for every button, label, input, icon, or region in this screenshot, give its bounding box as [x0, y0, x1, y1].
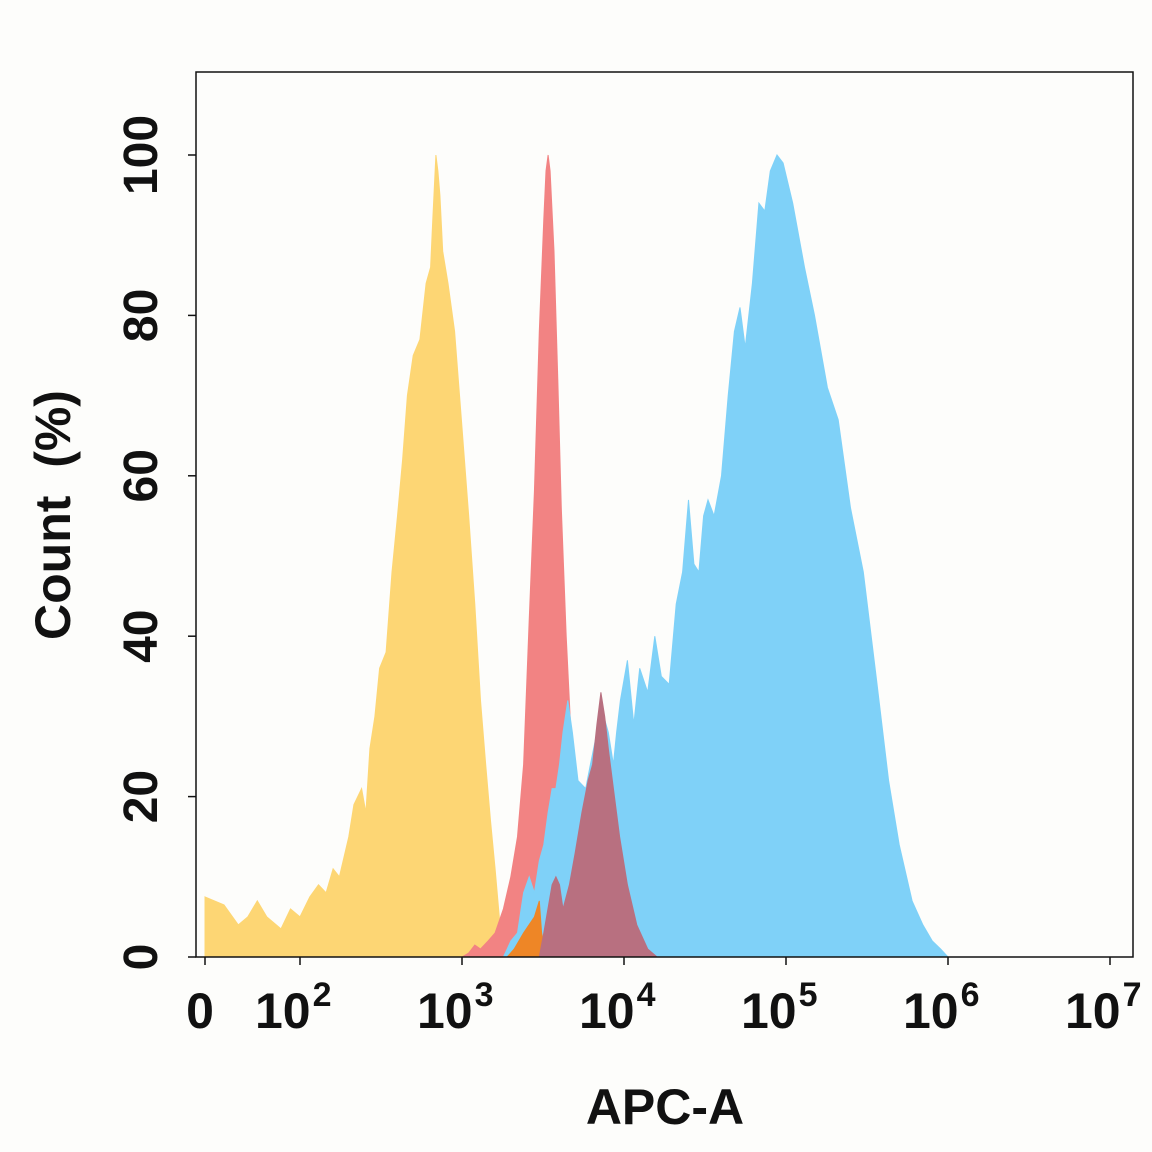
- x-tick-label: 103: [417, 976, 494, 1039]
- x-axis-label: APC-A: [586, 1079, 744, 1135]
- histogram-series-5: [538, 692, 659, 958]
- histogram-series-3: [502, 154, 950, 958]
- y-tick-label: 20: [115, 770, 168, 823]
- x-tick-label: 105: [741, 976, 818, 1039]
- x-tick-label: 102: [255, 976, 332, 1039]
- histogram-series-1: [204, 154, 508, 958]
- y-tick-label: 0: [115, 944, 168, 971]
- x-tick-label: 107: [1065, 976, 1142, 1039]
- series-layer: [204, 154, 950, 958]
- y-tick-label: 60: [115, 449, 168, 502]
- x-tick-label: 106: [903, 976, 980, 1039]
- x-tick-label: 104: [579, 976, 656, 1039]
- plot-frame: [195, 71, 1134, 958]
- x-axis-ticks: 0 102 103 104 105 106 107: [186, 957, 1142, 1039]
- y-tick-label: 40: [115, 610, 168, 663]
- y-tick-label: 80: [115, 289, 168, 342]
- y-axis-label: Count (%): [25, 390, 81, 640]
- x-tick-label: 0: [186, 983, 214, 1039]
- y-axis-ticks: 0 20 40 60 80 100: [115, 115, 196, 970]
- y-tick-label: 100: [115, 115, 168, 195]
